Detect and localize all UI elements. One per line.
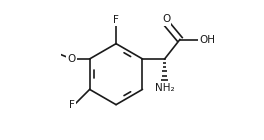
Text: O: O — [162, 14, 170, 24]
Text: OH: OH — [199, 34, 215, 45]
Text: O: O — [68, 54, 76, 64]
Text: F: F — [69, 100, 74, 110]
Text: NH₂: NH₂ — [155, 83, 175, 93]
Text: F: F — [113, 15, 119, 25]
